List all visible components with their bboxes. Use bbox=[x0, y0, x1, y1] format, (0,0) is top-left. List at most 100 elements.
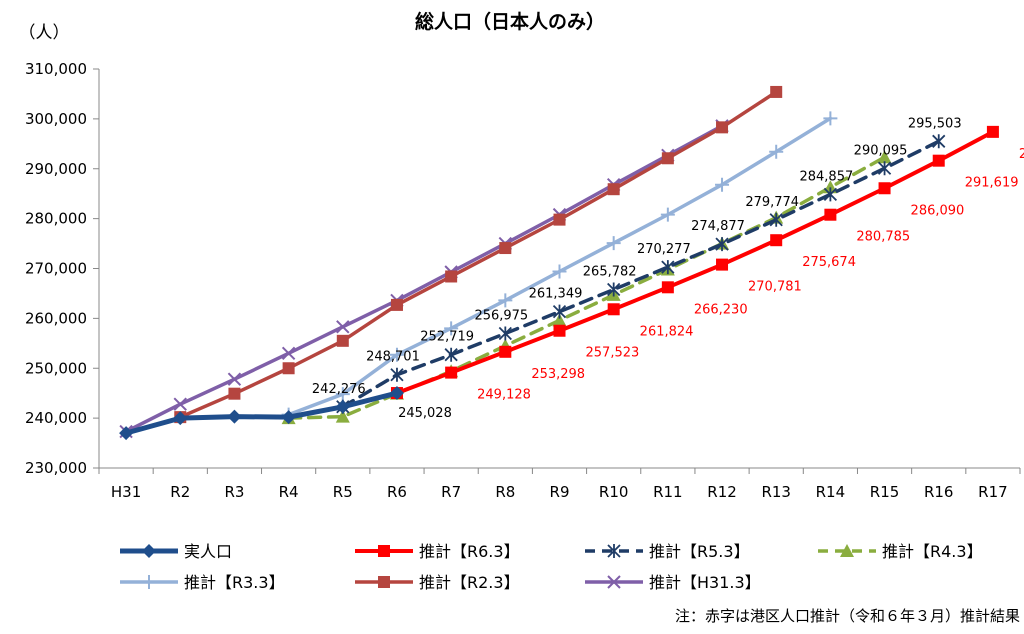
series-推計【R2.3】 bbox=[174, 85, 783, 424]
data-point bbox=[336, 334, 349, 347]
legend-swatch-marker bbox=[142, 544, 156, 558]
data-point bbox=[552, 304, 567, 319]
series-推計【R3.3】 bbox=[281, 111, 838, 422]
data-point bbox=[389, 386, 404, 401]
data-point bbox=[986, 125, 999, 138]
data-point bbox=[715, 177, 730, 192]
legend-item: 推計【R6.3】 bbox=[355, 542, 520, 561]
series-line bbox=[178, 90, 778, 419]
series-line bbox=[394, 129, 995, 396]
axes: 230,000 240,000 250,000 260,000 270,000 280,0… bbox=[25, 60, 1021, 501]
data-point bbox=[823, 187, 838, 202]
data-label-red: 270,781 bbox=[748, 280, 802, 295]
data-point bbox=[932, 154, 945, 167]
data-point bbox=[499, 242, 512, 255]
data-label-red: 266,230 bbox=[694, 302, 748, 317]
data-point bbox=[119, 426, 134, 441]
legend-swatch-marker bbox=[378, 545, 390, 557]
data-label-red: 291,619 bbox=[965, 176, 1019, 191]
data-label-red: 249,128 bbox=[477, 388, 531, 403]
x-tick-label: H31 bbox=[111, 483, 141, 501]
y-tick-label: 270,000 bbox=[25, 260, 87, 278]
x-tick-label: R14 bbox=[816, 483, 846, 501]
data-point bbox=[281, 346, 296, 360]
data-point bbox=[173, 397, 187, 411]
data-point bbox=[716, 121, 729, 134]
x-tick-label: R7 bbox=[441, 483, 461, 501]
data-label-red: 297,395 bbox=[1019, 147, 1024, 162]
series-推計【R5.3】 bbox=[336, 134, 946, 414]
data-point bbox=[498, 326, 512, 341]
data-point bbox=[606, 236, 621, 251]
data-label: 270,277 bbox=[637, 242, 691, 257]
data-point bbox=[769, 144, 784, 159]
x-tick-label: R15 bbox=[870, 483, 900, 501]
data-label: 274,877 bbox=[691, 219, 745, 234]
data-labels-layer: 242,276 248,701252,719256,975261,349265,7… bbox=[312, 116, 1024, 421]
data-label-red: 253,298 bbox=[531, 367, 585, 382]
data-point bbox=[228, 387, 241, 400]
legend-item: 推計【R3.3】 bbox=[120, 573, 285, 592]
data-point bbox=[932, 134, 946, 149]
data-point bbox=[390, 367, 404, 382]
x-tick-label: R8 bbox=[495, 483, 515, 501]
legend-swatch-marker bbox=[142, 575, 156, 589]
data-point bbox=[335, 409, 350, 423]
data-label-red: 280,785 bbox=[856, 230, 910, 245]
data-label-red: 286,090 bbox=[911, 203, 965, 218]
data-label: 295,503 bbox=[908, 116, 962, 131]
data-point bbox=[498, 293, 513, 308]
chart-title: 総人口（日本人のみ） bbox=[415, 10, 605, 33]
x-tick-label: R6 bbox=[387, 483, 407, 501]
data-point bbox=[444, 347, 458, 362]
data-point bbox=[227, 372, 242, 386]
legend-label: 推計【H31.3】 bbox=[649, 573, 761, 592]
data-point bbox=[770, 234, 783, 247]
data-point bbox=[660, 207, 675, 222]
legend-label: 推計【R6.3】 bbox=[419, 542, 520, 561]
data-label: 265,782 bbox=[583, 265, 637, 280]
data-point bbox=[553, 324, 566, 337]
y-tick-label: 290,000 bbox=[25, 160, 87, 178]
legend-label: 推計【R4.3】 bbox=[882, 542, 983, 561]
series-layer bbox=[119, 85, 999, 441]
y-tick-label: 260,000 bbox=[25, 309, 87, 327]
x-tick-label: R11 bbox=[653, 483, 683, 501]
data-point bbox=[824, 208, 837, 221]
series-line bbox=[341, 139, 941, 409]
legend-item: 実人口 bbox=[120, 542, 232, 561]
data-label: 252,719 bbox=[420, 330, 474, 345]
data-point bbox=[661, 281, 674, 294]
data-point bbox=[607, 303, 620, 316]
data-point bbox=[877, 161, 892, 176]
data-label-red: 261,824 bbox=[640, 324, 694, 339]
series-line bbox=[124, 124, 724, 434]
data-label-red: 275,674 bbox=[802, 255, 856, 270]
data-point bbox=[661, 260, 675, 275]
data-point bbox=[878, 182, 891, 195]
legend-item: 推計【R5.3】 bbox=[585, 542, 750, 561]
y-tick-label: 250,000 bbox=[25, 359, 87, 377]
data-point bbox=[389, 347, 404, 362]
data-point bbox=[716, 258, 729, 271]
data-label: 248,701 bbox=[366, 350, 420, 365]
series-line bbox=[123, 390, 400, 436]
x-tick-label: R13 bbox=[761, 483, 791, 501]
legend-label: 推計【R3.3】 bbox=[184, 573, 285, 592]
legend-label: 推計【R2.3】 bbox=[419, 573, 520, 592]
data-label: 279,774 bbox=[745, 195, 799, 210]
data-point bbox=[173, 411, 188, 426]
x-tick-label: R2 bbox=[170, 483, 190, 501]
data-point bbox=[552, 264, 567, 279]
legend: 実人口 推計【R6.3】 推計【R5.3】 推計【R4.3】推計【R3.3】 推計【R2… bbox=[120, 542, 983, 592]
data-point bbox=[553, 213, 566, 226]
x-tick-label: R9 bbox=[550, 483, 570, 501]
data-point bbox=[770, 85, 783, 98]
y-axis-unit-label: （人） bbox=[19, 23, 70, 43]
x-tick-label: R12 bbox=[707, 483, 737, 501]
y-tick-label: 300,000 bbox=[25, 110, 87, 128]
data-point bbox=[607, 282, 621, 297]
data-point bbox=[769, 212, 783, 227]
data-point bbox=[877, 150, 892, 164]
